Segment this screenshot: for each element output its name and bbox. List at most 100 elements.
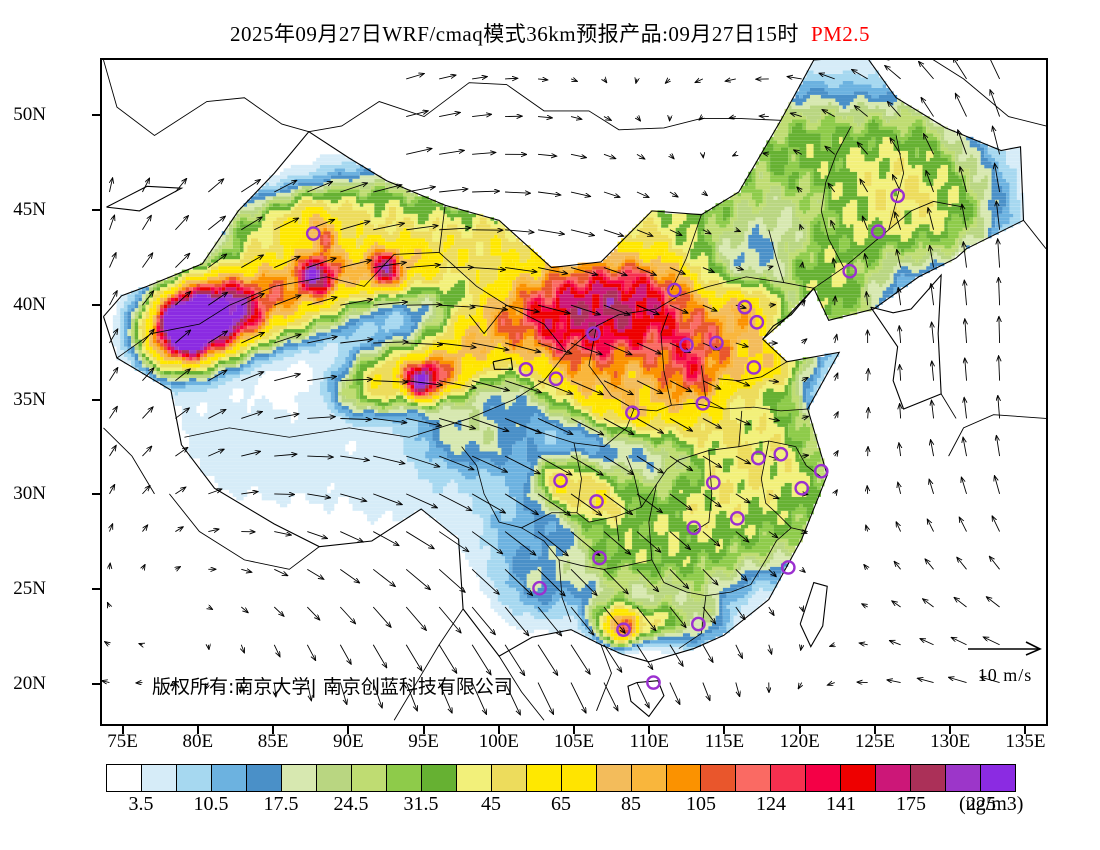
x-axis-tick [347,726,350,734]
city-marker[interactable] [746,360,762,375]
x-axis-label: 75E [107,731,138,752]
colorbar-segment[interactable] [456,765,492,791]
y-axis-tick [92,398,100,401]
colorbar-segment[interactable] [491,765,527,791]
city-marker[interactable] [750,450,766,466]
colorbar-segment[interactable] [246,765,282,791]
copyright-notice: 版权所有:南京大学| 南京创蓝科技有限公司 [152,676,513,698]
x-axis-tick [798,726,801,734]
city-marker[interactable] [773,446,789,462]
x-axis-tick [272,726,275,734]
city-marker[interactable] [646,675,661,690]
title-main-text: 2025年09月27日WRF/cmaq模式36km预报产品:09月27日15时 [229,22,799,46]
x-axis-label: 120E [779,731,820,752]
y-axis-tick [92,303,100,306]
colorbar-tick-label: 141 [826,793,856,815]
city-marker[interactable] [548,371,564,387]
x-axis-tick [422,726,425,734]
city-marker[interactable] [589,494,604,509]
colorbar-segment[interactable] [211,765,247,791]
colorbar[interactable] [106,764,1016,792]
city-marker[interactable] [691,616,706,632]
page-title: 2025年09月27日WRF/cmaq模式36km预报产品:09月27日15时 P… [0,18,1100,48]
city-marker[interactable] [667,282,682,298]
city-marker[interactable] [695,395,711,411]
x-axis-tick [949,726,952,734]
colorbar-segment[interactable] [596,765,632,791]
y-axis-tick [92,208,100,211]
colorbar-segment[interactable] [176,765,212,791]
colorbar-segment[interactable] [351,765,387,791]
colorbar-segment[interactable] [386,765,422,791]
city-marker[interactable] [780,560,796,575]
y-axis-label: 35N [13,388,46,410]
city-marker[interactable] [794,480,810,496]
city-marker[interactable] [709,335,724,351]
y-axis-label: 50N [13,103,46,125]
y-axis-label: 45N [13,198,46,220]
colorbar-segment[interactable] [141,765,177,791]
x-axis-label: 85E [257,731,289,752]
colorbar-segment[interactable] [526,765,562,791]
city-marker[interactable] [586,326,601,341]
colorbar-tick-label: 105 [686,793,716,815]
city-marker[interactable] [729,510,745,526]
colorbar-segment[interactable] [701,765,737,791]
x-axis-label: 110E [629,731,669,752]
map-canvas[interactable] [102,60,1046,724]
x-axis-label: 100E [478,731,519,752]
city-marker[interactable] [870,224,886,240]
city-marker[interactable] [592,550,607,566]
colorbar-segment[interactable] [876,765,912,791]
city-marker[interactable] [532,580,547,596]
city-marker[interactable] [842,263,858,279]
colorbar-segment[interactable] [421,765,457,791]
colorbar-segment[interactable] [316,765,352,791]
x-axis-tick [873,726,876,734]
x-axis-label: 105E [553,731,595,752]
colorbar-segment[interactable] [281,765,317,791]
city-marker[interactable] [305,226,321,241]
colorbar-segment[interactable] [561,765,597,791]
colorbar-tick-label: 10.5 [193,793,229,815]
colorbar-tick-label: 175 [896,793,926,815]
colorbar-segment[interactable] [631,765,667,791]
x-axis-tick [497,726,500,734]
y-axis-tick [92,683,100,686]
concentration-shading [112,60,1025,655]
x-axis-label: 80E [182,731,214,752]
city-marker[interactable] [813,463,829,479]
map-plot-area[interactable] [100,58,1048,726]
colorbar-tick-labels: 3.5 10.5 17.5 24.5 31.5 45 65 85 105 124 141 175 225 [0,793,1100,819]
colorbar-segment[interactable] [946,765,982,791]
y-axis-tick [92,588,100,591]
city-markers[interactable] [305,188,905,690]
y-axis-label: 30N [13,483,46,505]
city-marker[interactable] [749,314,765,330]
colorbar-segment[interactable] [107,765,142,791]
x-axis-label: 125E [854,731,895,752]
colorbar-segment[interactable] [981,765,1016,791]
city-marker[interactable] [737,299,753,315]
city-marker[interactable] [890,188,905,204]
colorbar-segment[interactable] [736,765,772,791]
colorbar-segment[interactable] [841,765,877,791]
city-marker[interactable] [625,405,640,421]
city-marker[interactable] [518,361,534,377]
city-marker[interactable] [705,475,721,490]
y-axis-label: 25N [13,578,46,600]
colorbar-segment[interactable] [806,765,842,791]
x-axis-tick [573,726,575,734]
colorbar-segment[interactable] [771,765,807,791]
city-marker[interactable] [553,473,568,489]
colorbar-tick-label: 65 [551,793,571,815]
colorbar-tick-label: 85 [621,793,641,815]
colorbar-segment[interactable] [911,765,947,791]
colorbar-segment[interactable] [666,765,702,791]
city-marker[interactable] [686,520,702,536]
wind-scale-label: 10 m/s [977,665,1033,685]
x-axis-label: 135E [1005,731,1046,752]
city-marker[interactable] [616,622,631,638]
city-marker[interactable] [679,337,694,353]
